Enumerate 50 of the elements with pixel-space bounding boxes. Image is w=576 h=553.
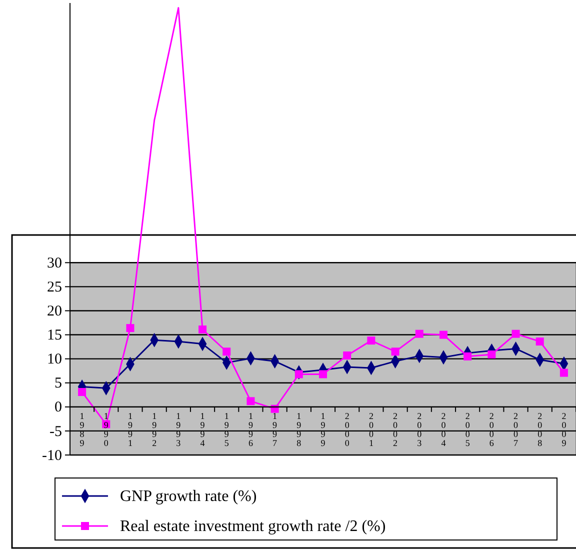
x-tick-label: 2005 — [462, 410, 473, 447]
x-tick-label: 2004 — [438, 410, 448, 447]
x-tick-label: 2000 — [342, 410, 352, 447]
x-tick-label: 2006 — [486, 410, 497, 447]
x-tick-label: 1991 — [125, 410, 136, 447]
point — [270, 404, 279, 413]
x-tick-label: 1989 — [77, 410, 88, 447]
point — [294, 370, 303, 378]
point — [246, 397, 255, 406]
x-tick-label: 1999 — [318, 410, 328, 447]
point — [222, 348, 231, 356]
point — [415, 330, 424, 338]
y-tick-label: -5 — [50, 424, 62, 440]
x-tick-label: 1990 — [101, 410, 112, 447]
x-tick-label: 1997 — [270, 410, 280, 447]
y-tick-label: 20 — [47, 304, 62, 320]
point — [319, 370, 327, 378]
x-tick-label: 2002 — [390, 410, 400, 447]
x-tick-label: 2009 — [558, 410, 569, 447]
point — [343, 351, 352, 360]
point — [439, 330, 448, 339]
x-tick-label: 1992 — [149, 410, 160, 447]
x-tick-label: 1994 — [198, 410, 208, 447]
legend-label: Real estate investment growth rate /2 (%) — [120, 518, 386, 535]
x-tick-label: 1995 — [222, 410, 232, 447]
x-tick-label: 2008 — [534, 410, 545, 447]
point — [198, 326, 207, 334]
point — [536, 338, 544, 346]
point — [464, 352, 472, 360]
y-tick-label: 10 — [47, 352, 62, 368]
point — [367, 336, 376, 345]
x-tick-label: 1993 — [173, 410, 184, 447]
legend-label: GNP growth rate (%) — [120, 488, 257, 505]
point — [78, 388, 86, 396]
y-tick-label: 25 — [47, 280, 62, 296]
x-tick-label: 2007 — [510, 410, 521, 447]
y-tick-label: -10 — [42, 448, 62, 464]
point — [391, 348, 400, 356]
x-tick-label: 1998 — [294, 410, 304, 447]
point — [126, 324, 134, 332]
x-tick-label: 2001 — [366, 410, 376, 447]
x-tick-label: 2003 — [414, 410, 424, 447]
y-tick-label: 5 — [54, 376, 62, 392]
y-tick-label: 0 — [54, 400, 62, 416]
point — [512, 330, 520, 338]
y-tick-label: 15 — [47, 328, 62, 344]
point — [560, 368, 568, 377]
y-tick-label: 30 — [47, 255, 62, 272]
x-tick-label: 1996 — [246, 410, 256, 447]
point — [488, 350, 496, 358]
